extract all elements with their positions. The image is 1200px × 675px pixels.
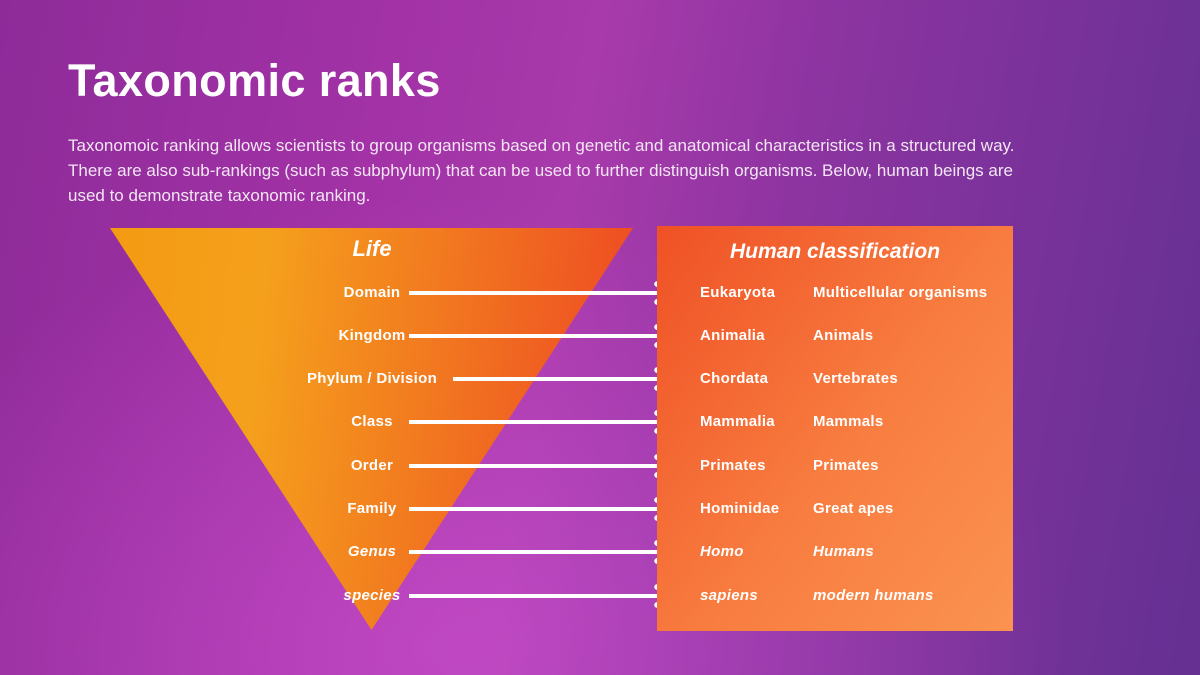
common-name: Mammals	[813, 413, 884, 430]
human-classification-panel: Human classification Eukaryota Multicell…	[657, 226, 1013, 631]
classification-row-genus: Homo Humans	[657, 542, 1013, 562]
description-line-1: Taxonomoic ranking allows scientists to …	[68, 136, 1015, 155]
description-paragraph: Taxonomoic ranking allows scientists to …	[68, 133, 1015, 208]
classification-row-species: sapiens modern humans	[657, 586, 1013, 606]
right-arrow-order	[409, 454, 678, 478]
taxon-name: Eukaryota	[700, 284, 776, 301]
common-name: Animals	[813, 327, 874, 344]
classification-row-phylum: Chordata Vertebrates	[657, 369, 1013, 389]
right-arrow-species	[409, 584, 678, 608]
classification-row-kingdom: Animalia Animals	[657, 326, 1013, 346]
taxon-name: sapiens	[700, 587, 758, 604]
description-line-3: used to demonstrate taxonomic ranking.	[68, 186, 371, 205]
classification-row-order: Primates Primates	[657, 456, 1013, 476]
classification-row-family: Hominidae Great apes	[657, 499, 1013, 519]
rank-label-genus: Genus	[347, 543, 397, 560]
right-arrow-phylum	[453, 367, 678, 391]
rank-label-order: Order	[350, 457, 394, 474]
rank-label-family: Family	[347, 500, 397, 517]
rank-label-class: Class	[351, 413, 393, 430]
right-arrow-family	[409, 497, 678, 521]
description-line-2: There are also sub-rankings (such as sub…	[68, 161, 1013, 180]
classification-row-class: Mammalia Mammals	[657, 412, 1013, 432]
pyramid-title: Life	[352, 236, 392, 261]
taxon-name: Hominidae	[700, 500, 780, 517]
taxon-name: Chordata	[700, 370, 769, 387]
taxon-name: Homo	[700, 543, 744, 560]
right-arrow-genus	[409, 540, 678, 564]
taxon-name: Animalia	[700, 327, 765, 344]
common-name: Great apes	[813, 500, 894, 517]
common-name: Multicellular organisms	[813, 284, 988, 301]
rank-label-species: species	[343, 587, 401, 604]
common-name: Vertebrates	[813, 370, 899, 387]
right-arrow-kingdom	[409, 324, 678, 348]
panel-title: Human classification	[729, 240, 941, 263]
classification-row-domain: Eukaryota Multicellular organisms	[657, 283, 1013, 303]
page-title: Taxonomic ranks	[68, 55, 441, 106]
right-arrow-domain	[409, 281, 678, 305]
taxon-name: Primates	[700, 457, 766, 474]
rank-label-phylum: Phylum / Division	[306, 370, 438, 387]
right-arrow-class	[409, 410, 678, 434]
taxon-name: Mammalia	[700, 413, 775, 430]
common-name: Humans	[813, 543, 874, 560]
rank-label-domain: Domain	[343, 284, 401, 301]
common-name: modern humans	[813, 587, 934, 604]
common-name: Primates	[813, 457, 879, 474]
rank-label-kingdom: Kingdom	[338, 327, 406, 344]
